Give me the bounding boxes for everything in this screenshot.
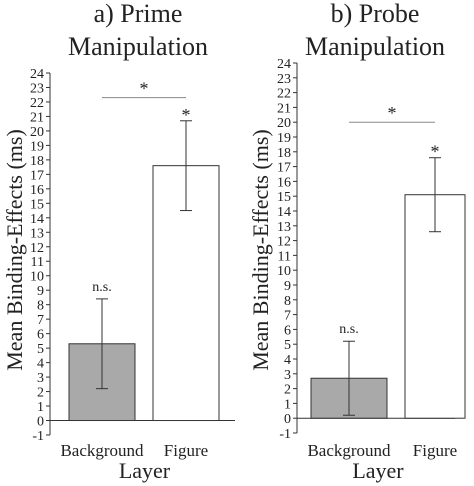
panel-a-y-tick-label: 10 <box>30 270 44 285</box>
panel-b-y-axis-label: Mean Binding-Effects (ms) <box>248 129 273 371</box>
panel-a-bar-annotation-background: n.s. <box>92 280 111 295</box>
panel-a-bar-annotation-figure: * <box>182 105 191 125</box>
panel-b-bar-annotation-background: n.s. <box>339 322 358 337</box>
panel-a-y-tick-label: 5 <box>37 342 44 357</box>
panel-a-y-tick-label: 3 <box>37 371 44 386</box>
panel-a-y-tick-label: 21 <box>30 110 44 125</box>
panel-b-y-tick-label: 3 <box>284 368 291 383</box>
panel-b-y-tick-label: 14 <box>277 205 291 220</box>
panel-b-y-tick-label: 20 <box>277 116 291 131</box>
panel-a-y-tick-label: 16 <box>30 183 44 198</box>
panel-a-y-tick-label: -1 <box>32 429 44 444</box>
panel-b-y-tick-label: 6 <box>284 323 291 338</box>
panel-a-y-tick-label: 17 <box>30 168 44 183</box>
panel-b-x-tick-label-figure: Figure <box>413 441 457 460</box>
panel-b-y-tick-label: 24 <box>277 57 291 72</box>
panel-b-y-tick-label: 23 <box>277 72 291 87</box>
panel-b-y-tick-label: 0 <box>284 412 291 427</box>
panel-b-y-tick-label: 16 <box>277 175 291 190</box>
panel-a-x-tick-label-background: Background <box>60 441 144 460</box>
panel-b-comparison-annotation: * <box>388 103 397 123</box>
panel-a-y-tick-label: 15 <box>30 197 44 212</box>
panel-b-x-axis-label: Layer <box>352 458 404 483</box>
panel-a-y-tick-label: 0 <box>37 415 44 430</box>
panel-a-y-tick-label: 8 <box>37 299 44 314</box>
panel-a-y-tick-label: 1 <box>37 400 44 415</box>
panel-a-x-axis-label: Layer <box>119 458 171 483</box>
panel-a-y-tick-label: 18 <box>30 154 44 169</box>
panel-b-y-tick-label: 8 <box>284 294 291 309</box>
panel-b-y-tick-label: 2 <box>284 383 291 398</box>
panel-a-y-tick-label: 9 <box>37 284 44 299</box>
panel-a-y-tick-label: 22 <box>30 96 44 111</box>
panel-b-y-tick-label: 10 <box>277 264 291 279</box>
panel-a-title-line-2: Manipulation <box>68 32 208 61</box>
panel-b-y-tick-label: 7 <box>284 309 291 324</box>
panel-b-y-tick-label: -1 <box>279 427 291 442</box>
panel-b-x-tick-label-background: Background <box>307 441 391 460</box>
panel-b-title-line-1: b) Probe <box>331 0 420 28</box>
panel-a-y-tick-label: 20 <box>30 125 44 140</box>
panel-b-y-tick-label: 17 <box>277 161 291 176</box>
panel-b-y-tick-label: 11 <box>278 249 291 264</box>
panel-a-y-tick-label: 4 <box>37 357 44 372</box>
panel-b-bar-annotation-figure: * <box>431 142 440 162</box>
panel-b-y-tick-label: 22 <box>277 87 291 102</box>
panel-a-y-tick-label: 19 <box>30 139 44 154</box>
panel-b-y-tick-label: 19 <box>277 131 291 146</box>
panel-b-y-tick-label: 9 <box>284 279 291 294</box>
panel-b-y-tick-label: 4 <box>284 353 291 368</box>
panel-a-y-tick-label: 13 <box>30 226 44 241</box>
panel-b-y-tick-label: 15 <box>277 190 291 205</box>
panel-a-x-tick-label-figure: Figure <box>164 441 208 460</box>
panel-a-title-line-1: a) Prime <box>94 0 183 28</box>
panel-b-title-line-2: Manipulation <box>305 32 445 61</box>
panel-b-y-tick-label: 5 <box>284 338 291 353</box>
panel-a-y-tick-label: 12 <box>30 241 44 256</box>
panel-a-y-tick-label: 23 <box>30 81 44 96</box>
panel-a-y-tick-label: 2 <box>37 386 44 401</box>
panel-b-y-tick-label: 18 <box>277 146 291 161</box>
panel-b-y-tick-label: 21 <box>277 101 291 116</box>
panel-a-y-tick-label: 14 <box>30 212 44 227</box>
panel-a-y-tick-label: 6 <box>37 328 44 343</box>
panel-a-y-tick-label: 11 <box>31 255 44 270</box>
panel-a-y-tick-label: 24 <box>30 67 44 82</box>
panel-b-y-tick-label: 12 <box>277 235 291 250</box>
panel-a-y-axis-label: Mean Binding-Effects (ms) <box>2 129 27 371</box>
panel-a-y-tick-label: 7 <box>37 313 44 328</box>
panel-b-y-tick-label: 1 <box>284 397 291 412</box>
panel-b-y-tick-label: 13 <box>277 220 291 235</box>
panel-a-comparison-annotation: * <box>140 79 149 99</box>
